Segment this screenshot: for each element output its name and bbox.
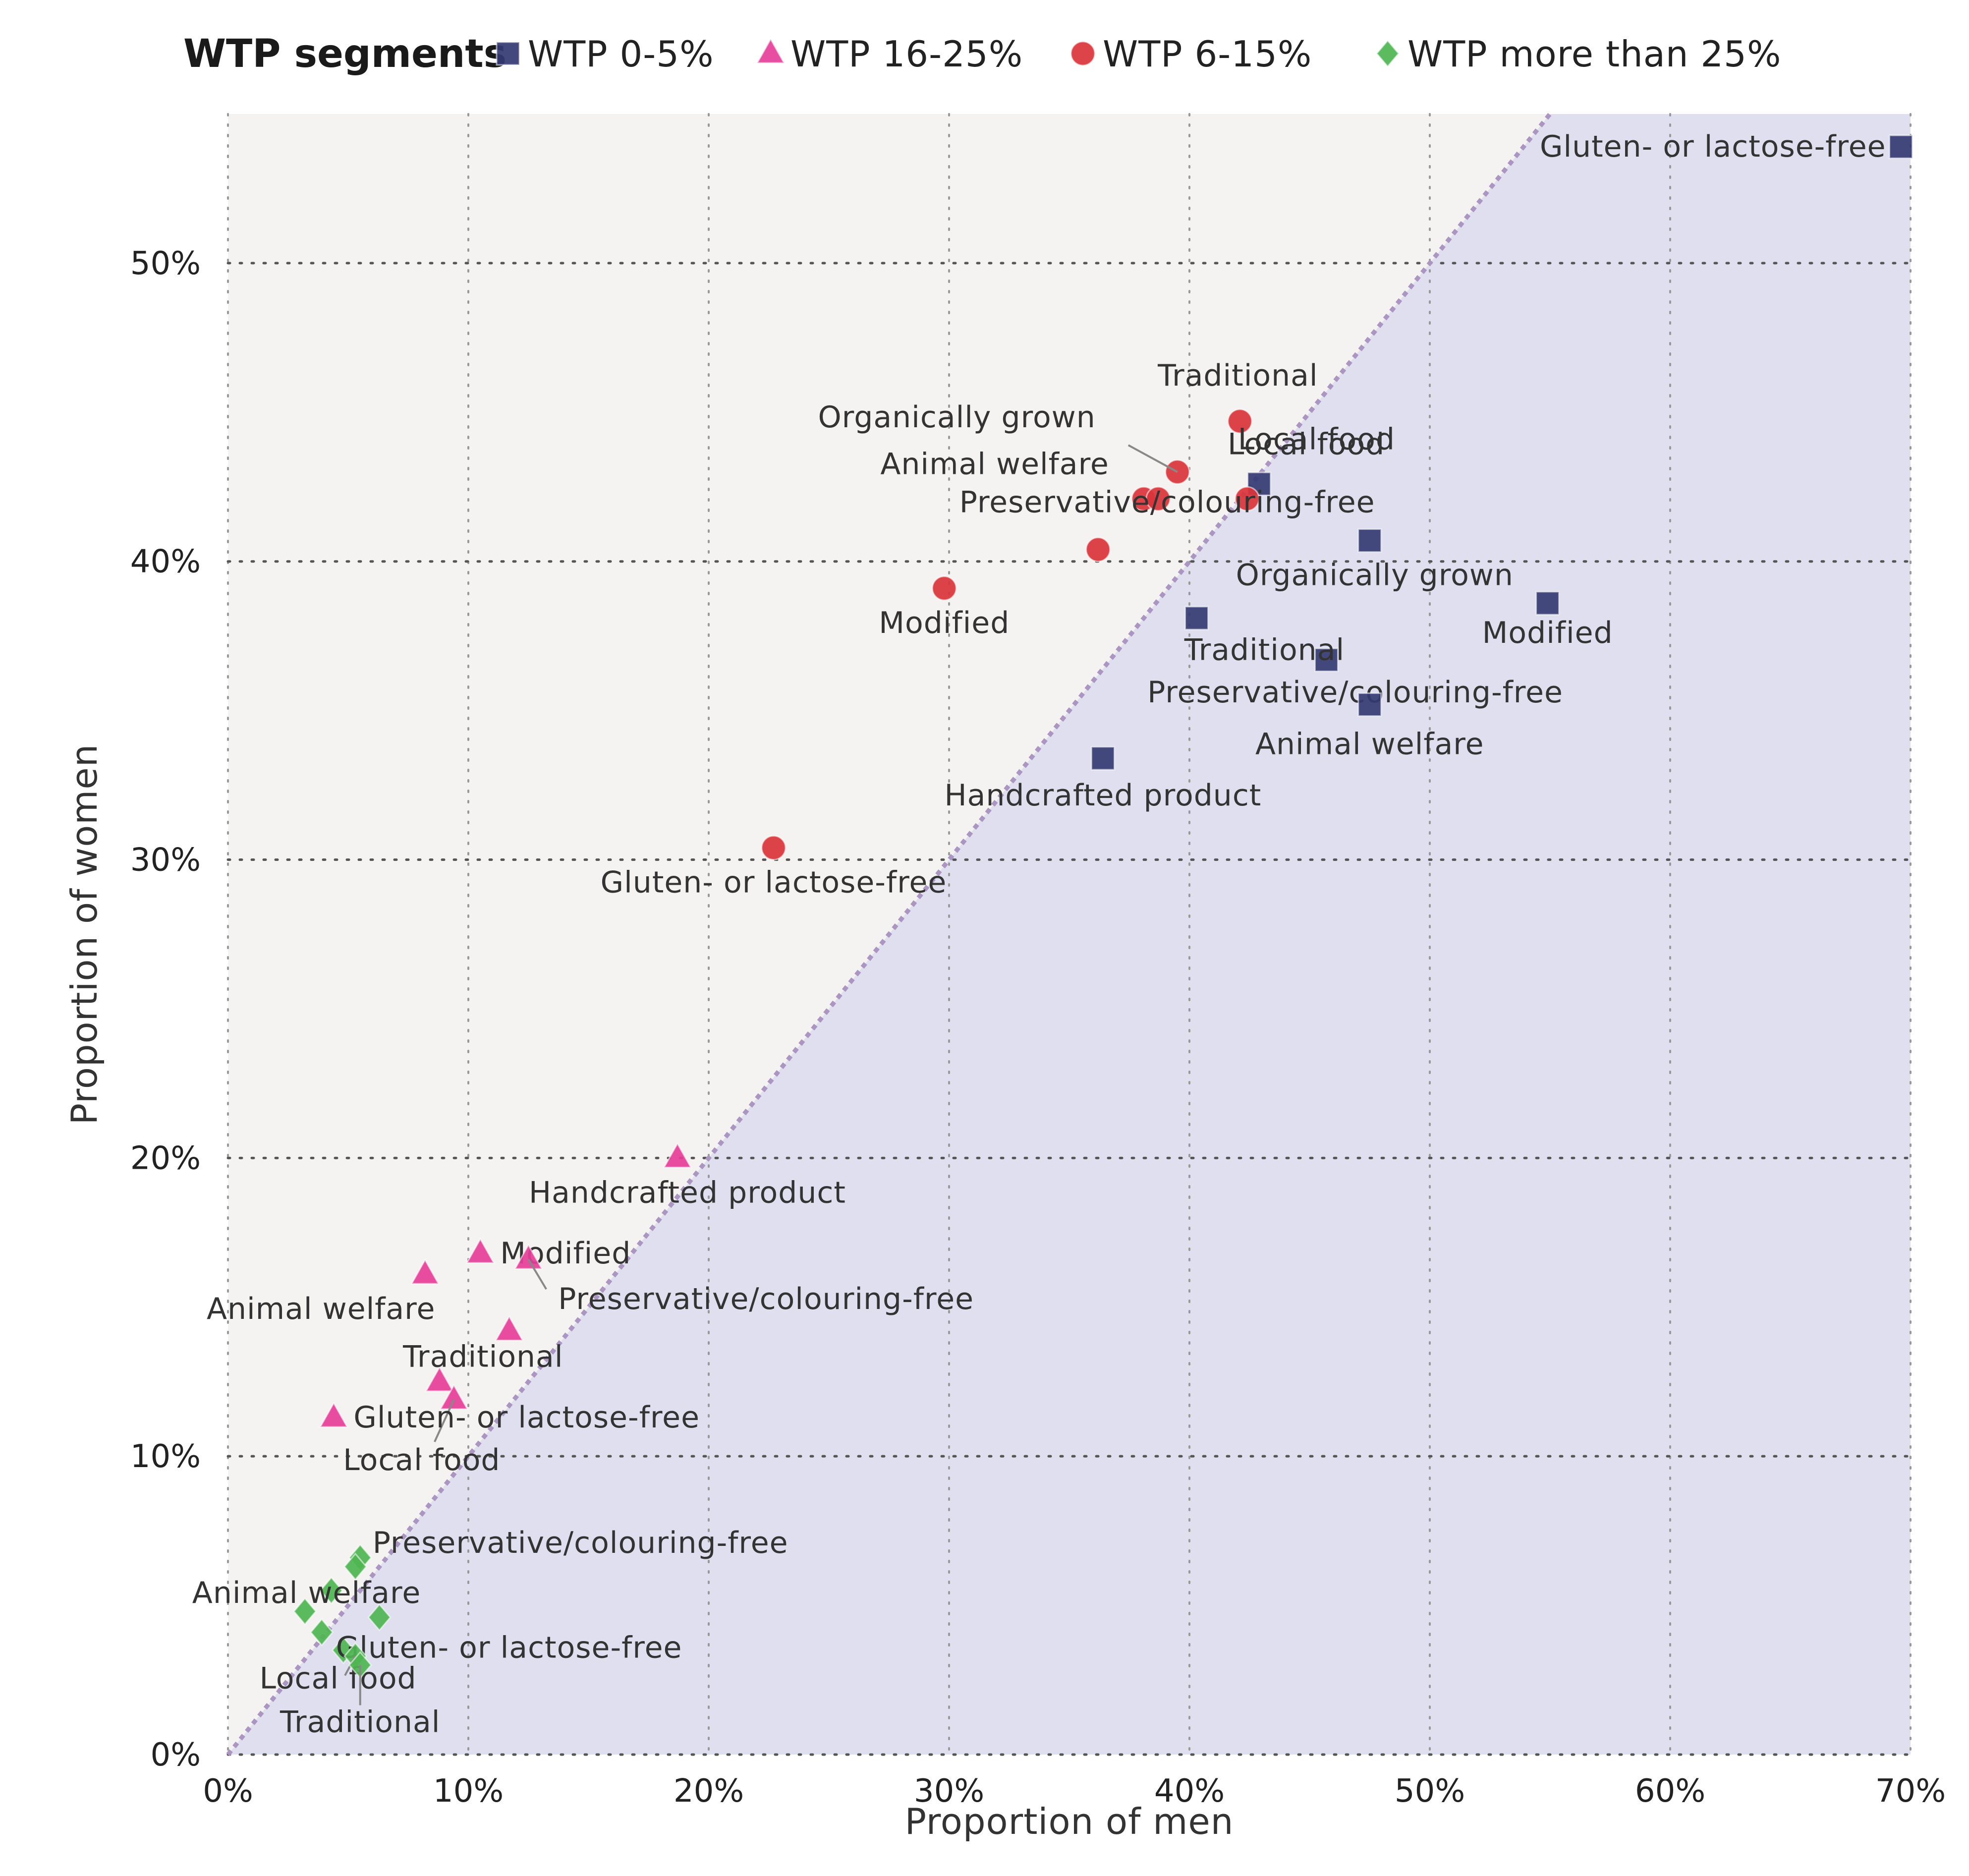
- data-point: [1090, 746, 1115, 771]
- legend-item: WTP more than 25%: [1376, 33, 1781, 75]
- legend-marker: [756, 37, 786, 64]
- x-tick-label: 60%: [1635, 1773, 1705, 1810]
- data-point-label: Preservative/colouring-free: [959, 485, 1375, 520]
- legend-item: WTP 16-25%: [756, 33, 1023, 75]
- y-tick-label: 10%: [130, 1438, 201, 1475]
- data-point-label: Animal welfare: [207, 1292, 436, 1326]
- legend-label: WTP 16-25%: [790, 33, 1023, 75]
- series-wtp-6-15-: Traditional Organically grown Local food An…: [601, 358, 1395, 900]
- data-point: [1145, 486, 1171, 512]
- below-diagonal-region: [228, 114, 1911, 1755]
- legend-marker: [1070, 41, 1096, 66]
- data-point-label: Organically grown: [1236, 558, 1514, 593]
- data-point-label: Handcrafted product: [944, 778, 1261, 813]
- data-point: [310, 1618, 334, 1647]
- legend-label: WTP more than 25%: [1407, 33, 1781, 75]
- data-point-label: Gluten- or lactose-free: [1540, 129, 1886, 164]
- data-point: [465, 1237, 495, 1264]
- data-point: [1314, 647, 1339, 672]
- data-point: [410, 1258, 440, 1285]
- data-point: [1227, 408, 1253, 434]
- series-wtp-0-5-: Gluten- or lactose-free Modified Local foo…: [944, 129, 1913, 813]
- data-point-label: Traditional: [1184, 632, 1345, 667]
- data-point-label: Organically grown: [818, 400, 1095, 435]
- legend-title: WTP segments: [183, 32, 506, 76]
- data-point: [319, 1401, 348, 1428]
- data-point: [1357, 528, 1382, 553]
- data-point: [1184, 606, 1209, 630]
- y-tick-label: 30%: [130, 842, 201, 879]
- data-point: [1535, 591, 1560, 616]
- x-tick-label: 30%: [914, 1773, 984, 1810]
- legend-label: WTP 6-15%: [1103, 33, 1312, 75]
- y-axis-title: Proportion of women: [63, 744, 105, 1125]
- data-point: [425, 1365, 454, 1392]
- x-tick-label: 70%: [1875, 1773, 1946, 1810]
- data-point-label: Modified: [879, 606, 1010, 640]
- diagonal-reference-line: [226, 113, 1552, 1756]
- data-point-label: Local food: [1228, 427, 1385, 461]
- y-tick-label: 0%: [150, 1737, 201, 1773]
- data-point-label: Local food: [259, 1661, 416, 1696]
- data-point-label: Traditional: [1157, 358, 1318, 393]
- y-tick-label: 40%: [130, 544, 201, 580]
- y-tick-label: 50%: [130, 245, 201, 282]
- series-wtp-16-25-: Handcrafted productModifiedPreservative/…: [207, 1142, 974, 1478]
- data-point: [343, 1552, 368, 1581]
- data-point: [494, 1315, 524, 1341]
- legend: WTP segments WTP 0-5% WTP 16-25% WTP 6-15%…: [183, 32, 1781, 76]
- data-point: [513, 1243, 543, 1270]
- data-point-label: Gluten- or lactose-free: [601, 865, 947, 900]
- x-tick-label: 40%: [1154, 1773, 1225, 1810]
- y-tick-label: 20%: [130, 1140, 201, 1177]
- label-leader-line: [1127, 444, 1178, 473]
- data-point: [761, 835, 787, 860]
- x-tick-label: 20%: [674, 1773, 744, 1810]
- data-point-label: Gluten- or lactose-free: [336, 1630, 682, 1665]
- data-point-label: Preservative/colouring-free: [558, 1282, 974, 1316]
- data-point: [1357, 692, 1382, 717]
- x-tick-label: 10%: [433, 1773, 504, 1810]
- data-point-label: Gluten- or lactose-free: [353, 1400, 700, 1435]
- data-point-label: Animal welfare: [880, 447, 1109, 481]
- data-point-label: Local food: [1238, 422, 1395, 456]
- legend-marker: [1376, 39, 1400, 68]
- plot-area: 0% 10% 20% 30% 40% 50% 60% 70% 0% 10% 20% 30% 40% 50%…: [130, 113, 1946, 1810]
- x-tick-label: 50%: [1395, 1773, 1465, 1810]
- label-leader-line: [527, 1258, 547, 1290]
- data-point: [931, 575, 957, 601]
- data-point-label: Modified: [1482, 616, 1613, 650]
- legend-label: WTP 0-5%: [528, 33, 714, 75]
- data-point-label: Preservative/colouring-free: [1147, 675, 1563, 710]
- data-point: [1889, 134, 1913, 159]
- data-point: [367, 1603, 392, 1632]
- data-point-label: Animal welfare: [1255, 727, 1484, 762]
- data-point-label: Local food: [343, 1443, 500, 1478]
- legend-item: WTP 6-15%: [1070, 33, 1312, 75]
- data-point-label: Traditional: [402, 1340, 563, 1374]
- legend-marker: [496, 41, 520, 66]
- x-axis-title: Proportion of men: [905, 1801, 1234, 1842]
- data-point-label: Traditional: [280, 1705, 440, 1739]
- data-point-label: Preservative/colouring-free: [373, 1526, 788, 1560]
- legend-item: WTP 0-5%: [496, 33, 714, 75]
- data-point: [1085, 537, 1111, 563]
- data-point: [1234, 486, 1260, 512]
- data-point: [663, 1142, 692, 1168]
- data-point: [293, 1597, 317, 1626]
- data-point-label: Handcrafted product: [529, 1175, 846, 1210]
- data-point: [319, 1576, 343, 1605]
- x-tick-label: 0%: [203, 1773, 253, 1810]
- label-leader-line: [434, 1399, 455, 1442]
- data-point: [439, 1383, 469, 1410]
